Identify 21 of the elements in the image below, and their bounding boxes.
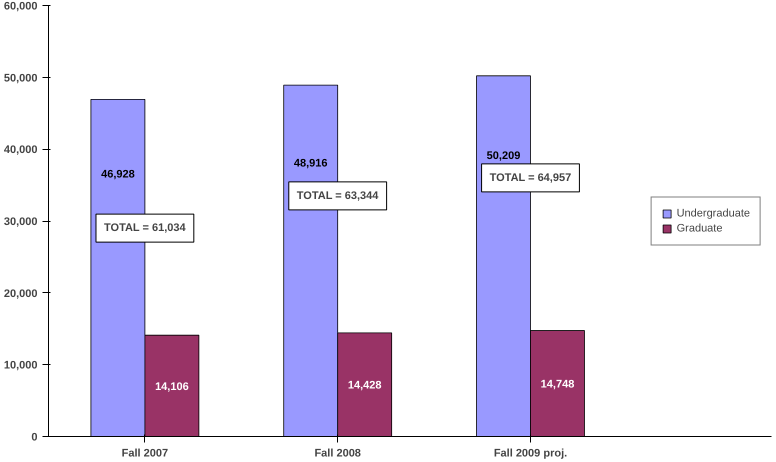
data-label: 50,209 [486, 150, 520, 162]
y-tick-label: 60,000 [4, 0, 38, 12]
y-tick-label: 10,000 [4, 360, 38, 372]
y-tick-label: 0 [31, 432, 38, 444]
data-label: 14,106 [155, 380, 189, 393]
x-tick-label: Fall 2009 proj. [494, 448, 568, 460]
y-tick-label: 50,000 [4, 72, 38, 84]
legend-label: Graduate [676, 222, 722, 234]
x-tick-label: Fall 2008 [314, 448, 361, 460]
data-label: 14,428 [348, 380, 382, 392]
data-label: 14,748 [540, 378, 574, 391]
annotation: TOTAL = 61,034 [104, 222, 186, 234]
annotation: TOTAL = 63,344 [296, 190, 380, 202]
data-label: 46,928 [101, 168, 135, 181]
x-tick-label: Fall 2007 [122, 448, 168, 460]
y-tick-label: 40,000 [4, 144, 38, 156]
legend-label: Undergraduate [676, 207, 750, 219]
annotation: TOTAL = 64,957 [490, 172, 572, 184]
y-tick-label: 30,000 [4, 216, 38, 228]
y-tick-label: 20,000 [4, 288, 38, 300]
data-label: 48,916 [294, 157, 328, 170]
